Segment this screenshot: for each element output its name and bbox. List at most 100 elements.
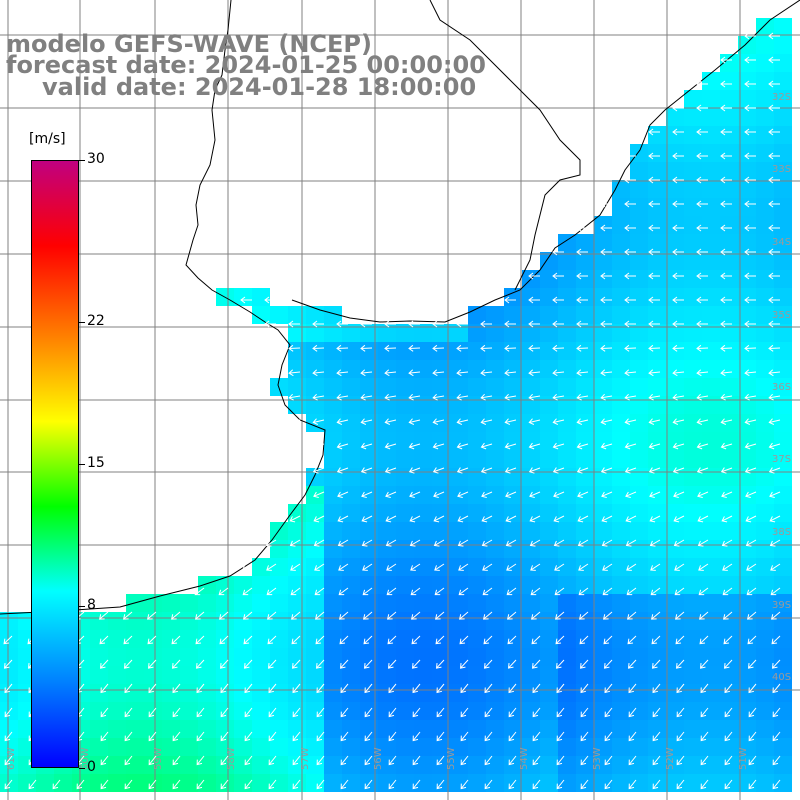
wind-speed-cell xyxy=(684,90,702,108)
wind-speed-cell xyxy=(594,648,612,666)
wind-speed-cell xyxy=(738,360,756,378)
wind-speed-cell xyxy=(756,666,774,684)
wind-arrow xyxy=(744,56,756,64)
wind-speed-cell xyxy=(486,720,504,738)
wind-arrow xyxy=(364,683,373,694)
wind-speed-cell xyxy=(576,720,594,738)
wind-arrow xyxy=(219,635,229,645)
wind-speed-cell xyxy=(558,306,576,324)
wind-arrow xyxy=(552,320,564,328)
wind-arrow xyxy=(744,128,756,136)
wind-speed-cell xyxy=(504,540,522,558)
wind-speed-cell xyxy=(594,234,612,252)
wind-speed-cell xyxy=(504,414,522,432)
wind-speed-cell xyxy=(594,288,612,306)
wind-speed-cell xyxy=(720,378,738,396)
wind-speed-cell xyxy=(612,666,630,684)
wind-speed-cell xyxy=(198,630,216,648)
wind-speed-cell xyxy=(396,648,414,666)
wind-speed-cell xyxy=(306,576,324,594)
wind-speed-cell xyxy=(576,558,594,576)
wind-arrow xyxy=(266,563,277,571)
wind-arrow xyxy=(552,296,564,304)
wind-speed-cell xyxy=(648,198,666,216)
lat-label: 38S xyxy=(772,527,791,538)
wind-speed-cell xyxy=(486,630,504,648)
wind-speed-cell xyxy=(630,666,648,684)
wind-speed-cell xyxy=(306,756,324,774)
wind-speed-cell xyxy=(378,342,396,360)
wind-speed-cell xyxy=(558,666,576,684)
wind-arrow xyxy=(194,587,205,596)
wind-arrow xyxy=(528,467,541,474)
wind-arrow xyxy=(481,491,493,499)
wind-arrow xyxy=(721,539,733,547)
wind-speed-cell xyxy=(666,198,684,216)
wind-speed-cell xyxy=(720,288,738,306)
wind-arrow xyxy=(672,152,684,160)
wind-speed-cell xyxy=(702,252,720,270)
wind-arrow xyxy=(362,587,373,596)
wind-arrow xyxy=(601,491,613,499)
wind-speed-cell xyxy=(144,594,162,612)
wind-speed-cell xyxy=(342,738,360,756)
wind-arrow xyxy=(220,707,229,718)
wind-arrow xyxy=(604,731,613,742)
wind-speed-cell xyxy=(720,108,738,126)
wind-speed-cell xyxy=(108,702,126,720)
wind-speed-cell xyxy=(360,756,378,774)
wind-arrow xyxy=(577,491,589,499)
wind-arrow xyxy=(553,515,565,523)
wind-arrow xyxy=(720,344,733,352)
wind-speed-cell xyxy=(684,612,702,630)
wind-speed-cell xyxy=(0,720,18,738)
wind-speed-cell xyxy=(720,54,738,72)
wind-speed-cell xyxy=(504,504,522,522)
wind-speed-cell xyxy=(702,414,720,432)
wind-arrow xyxy=(100,779,109,790)
wind-arrow xyxy=(244,683,253,694)
wind-speed-cell xyxy=(684,738,702,756)
wind-arrow xyxy=(267,635,277,645)
wind-arrow xyxy=(530,611,541,620)
wind-arrow xyxy=(528,344,541,352)
wind-speed-cell xyxy=(468,576,486,594)
wind-arrow xyxy=(196,755,205,766)
wind-speed-cell xyxy=(378,378,396,396)
wind-speed-cell xyxy=(630,774,648,792)
wind-speed-cell xyxy=(666,450,684,468)
wind-speed-cell xyxy=(612,594,630,612)
wind-speed-cell xyxy=(396,378,414,396)
wind-arrow xyxy=(364,755,373,766)
wind-arrow xyxy=(700,779,709,790)
wind-speed-cell xyxy=(468,612,486,630)
wind-speed-cell xyxy=(378,540,396,558)
wind-speed-cell xyxy=(252,576,270,594)
wind-speed-cell xyxy=(396,522,414,540)
wind-speed-cell xyxy=(270,666,288,684)
wind-speed-cell xyxy=(324,648,342,666)
wind-speed-cell xyxy=(648,126,666,144)
wind-speed-cell xyxy=(756,450,774,468)
wind-speed-cell xyxy=(522,648,540,666)
wind-arrow xyxy=(720,104,732,112)
wind-speed-cell xyxy=(504,648,522,666)
wind-arrow xyxy=(290,587,301,596)
wind-speed-cell xyxy=(324,450,342,468)
wind-speed-cell xyxy=(666,360,684,378)
wind-speed-cell xyxy=(360,666,378,684)
wind-arrow xyxy=(384,467,397,474)
wind-arrow xyxy=(769,491,781,499)
lon-label: 55W xyxy=(446,747,457,770)
wind-speed-cell xyxy=(540,558,558,576)
wind-speed-cell xyxy=(522,306,540,324)
wind-speed-cell xyxy=(504,342,522,360)
wind-speed-cell xyxy=(126,720,144,738)
wind-speed-cell xyxy=(342,342,360,360)
wind-arrow xyxy=(722,587,733,596)
wind-speed-cell xyxy=(90,684,108,702)
wind-speed-cell xyxy=(594,594,612,612)
wind-arrow xyxy=(530,563,541,571)
wind-speed-cell xyxy=(342,774,360,792)
wind-arrow xyxy=(364,731,373,742)
